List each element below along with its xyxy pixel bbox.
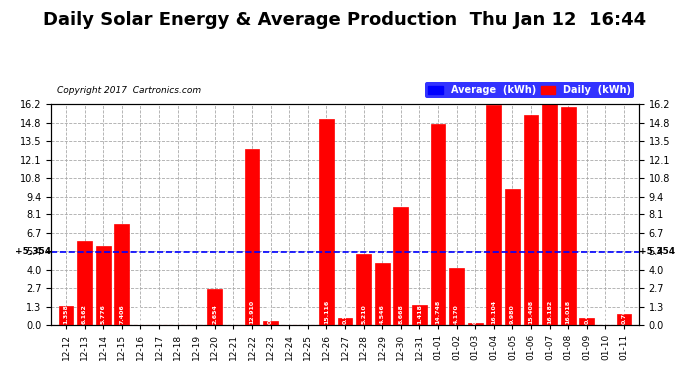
Text: Copyright 2017  Cartronics.com: Copyright 2017 Cartronics.com [57,86,201,95]
Legend: Average  (kWh), Daily  (kWh): Average (kWh), Daily (kWh) [425,82,634,98]
Bar [59,306,73,325]
Bar [468,323,482,325]
Text: 0.000: 0.000 [194,304,199,324]
Bar [115,224,129,325]
Bar [96,246,110,325]
Text: Daily Solar Energy & Average Production  Thu Jan 12  16:44: Daily Solar Energy & Average Production … [43,11,647,29]
Text: 2.654: 2.654 [213,304,217,324]
Bar [486,105,501,325]
Text: 5.776: 5.776 [101,304,106,324]
Text: 12.910: 12.910 [250,300,255,324]
Text: 0.484: 0.484 [584,304,589,324]
Bar [524,115,538,325]
Bar [337,318,353,325]
Bar [319,119,334,325]
Text: 16.182: 16.182 [547,300,552,324]
Bar [263,321,278,325]
Text: 0.000: 0.000 [157,304,161,324]
Text: 0.000: 0.000 [603,304,608,324]
Text: 14.748: 14.748 [435,300,440,324]
Text: 0.000: 0.000 [287,304,292,324]
Text: 0.000: 0.000 [231,304,236,324]
Bar [208,289,222,325]
Bar [77,241,92,325]
Text: 8.668: 8.668 [398,304,403,324]
Bar [542,104,557,325]
Bar [505,189,520,325]
Text: 0.000: 0.000 [175,304,180,324]
Bar [431,124,446,325]
Text: 4.170: 4.170 [454,304,459,324]
Bar [356,254,371,325]
Text: 16.104: 16.104 [491,300,496,324]
Text: +5.354: +5.354 [15,247,51,256]
Text: 9.980: 9.980 [510,304,515,324]
Text: 1.418: 1.418 [417,304,422,324]
Bar [244,149,259,325]
Bar [393,207,408,325]
Text: 0.116: 0.116 [473,304,477,324]
Text: +5.354: +5.354 [639,247,675,256]
Bar [617,314,631,325]
Text: 1.358: 1.358 [63,304,68,324]
Text: 0.000: 0.000 [138,304,143,324]
Text: 15.408: 15.408 [529,300,533,324]
Bar [449,268,464,325]
Text: 0.246: 0.246 [268,304,273,324]
Text: 15.116: 15.116 [324,300,329,324]
Text: 7.406: 7.406 [119,304,124,324]
Text: 4.546: 4.546 [380,304,385,324]
Bar [412,305,427,325]
Text: 5.210: 5.210 [361,304,366,324]
Text: 6.162: 6.162 [82,304,87,324]
Bar [580,318,594,325]
Text: 16.018: 16.018 [566,300,571,324]
Text: 0.516: 0.516 [342,304,348,324]
Bar [561,106,575,325]
Text: 0.768: 0.768 [622,304,627,324]
Bar [375,263,390,325]
Text: 0.000: 0.000 [305,304,310,324]
